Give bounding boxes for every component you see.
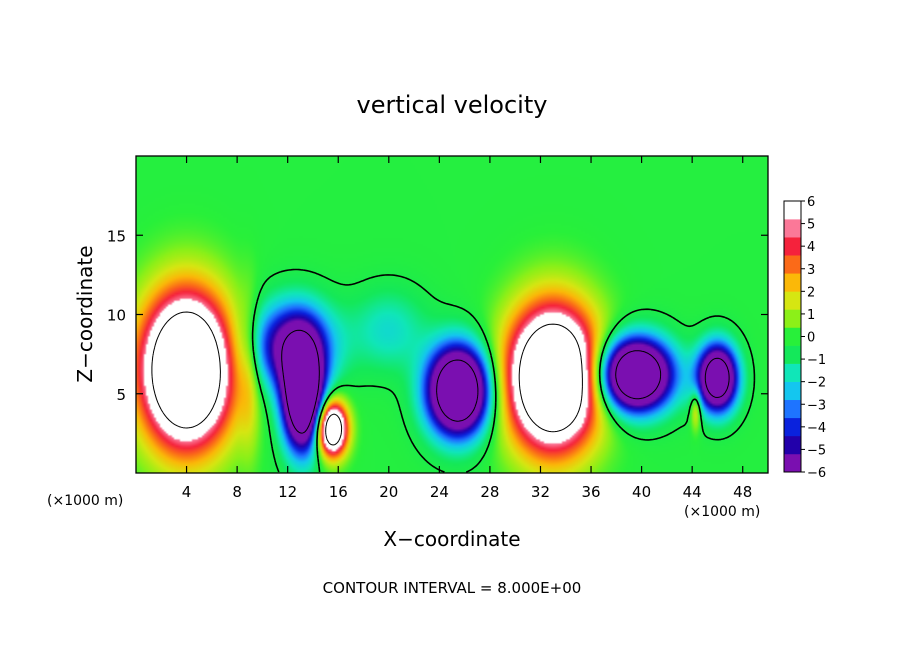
colorbar-label: 3: [807, 263, 815, 278]
chart-title: vertical velocity: [357, 91, 548, 119]
colorbar-swatch: [784, 309, 801, 328]
x-tick-label: 40: [632, 483, 651, 501]
heatmap-image: [136, 156, 768, 473]
colorbar-swatch: [784, 417, 801, 437]
x-tick-label: 48: [733, 483, 752, 501]
y-axis-label: Z−coordinate: [73, 245, 97, 382]
y-tick-label: 15: [107, 227, 126, 245]
colorbar-label: −2: [807, 376, 826, 391]
colorbar-label: 0: [807, 331, 815, 346]
x-axis-ticks: 4 8 12 16 20 24 28 32 36 40 44 48: [182, 156, 752, 501]
contour-lines: [151, 268, 756, 473]
colorbar-label: −5: [807, 443, 826, 458]
x-tick-label: 44: [683, 483, 702, 501]
colorbar-swatch: [784, 399, 801, 419]
colorbar-swatch: [784, 291, 801, 310]
contour-level-0: [251, 268, 756, 473]
colorbar-label: 2: [807, 285, 815, 300]
colorbar-swatch: [784, 435, 801, 455]
x-tick-label: 8: [232, 483, 242, 501]
colorbar-swatch: [784, 381, 801, 401]
colorbar-swatch: [784, 363, 801, 382]
y-tick-label: 5: [116, 386, 126, 404]
colorbar-swatch: [784, 453, 801, 473]
x-axis-unit-label: (×1000 m): [684, 504, 760, 520]
x-tick-label: 4: [182, 483, 192, 501]
x-tick-label: 32: [531, 483, 550, 501]
colorbar-label: 4: [807, 240, 815, 255]
colorbar: 6 5 4 3 2 1 0 −1 −2 −3 −4 −5 −6: [783, 195, 826, 481]
colorbar-label: 6: [807, 195, 815, 210]
y-axis-unit-label: (×1000 m): [47, 493, 123, 509]
colorbar-swatch: [784, 237, 801, 256]
colorbar-swatch: [784, 255, 801, 274]
contour-level-neg8: [281, 329, 730, 434]
y-axis-ticks: 5 10 15: [107, 227, 768, 404]
colorbar-label: −6: [807, 466, 826, 481]
contour-interval-label: CONTOUR INTERVAL = 8.000E+00: [323, 579, 582, 597]
colorbar-swatch: [784, 219, 801, 238]
colorbar-label: −1: [807, 353, 826, 368]
x-tick-label: 12: [278, 483, 297, 501]
x-axis-label: X−coordinate: [383, 527, 520, 551]
x-tick-label: 28: [480, 483, 499, 501]
colorbar-label: 5: [807, 218, 815, 233]
x-tick-label: 20: [379, 483, 398, 501]
x-tick-label: 16: [329, 483, 348, 501]
colorbar-label: −4: [807, 421, 826, 436]
y-tick-label: 10: [107, 307, 126, 325]
x-tick-label: 24: [430, 483, 449, 501]
colorbar-swatch: [784, 327, 801, 346]
colorbar-swatch: [784, 201, 801, 220]
x-tick-label: 36: [581, 483, 600, 501]
contour-level-8: [151, 311, 583, 446]
colorbar-label: −3: [807, 398, 826, 413]
colorbar-swatch: [784, 273, 801, 292]
colorbar-swatch: [784, 345, 801, 364]
colorbar-label: 1: [807, 308, 815, 323]
